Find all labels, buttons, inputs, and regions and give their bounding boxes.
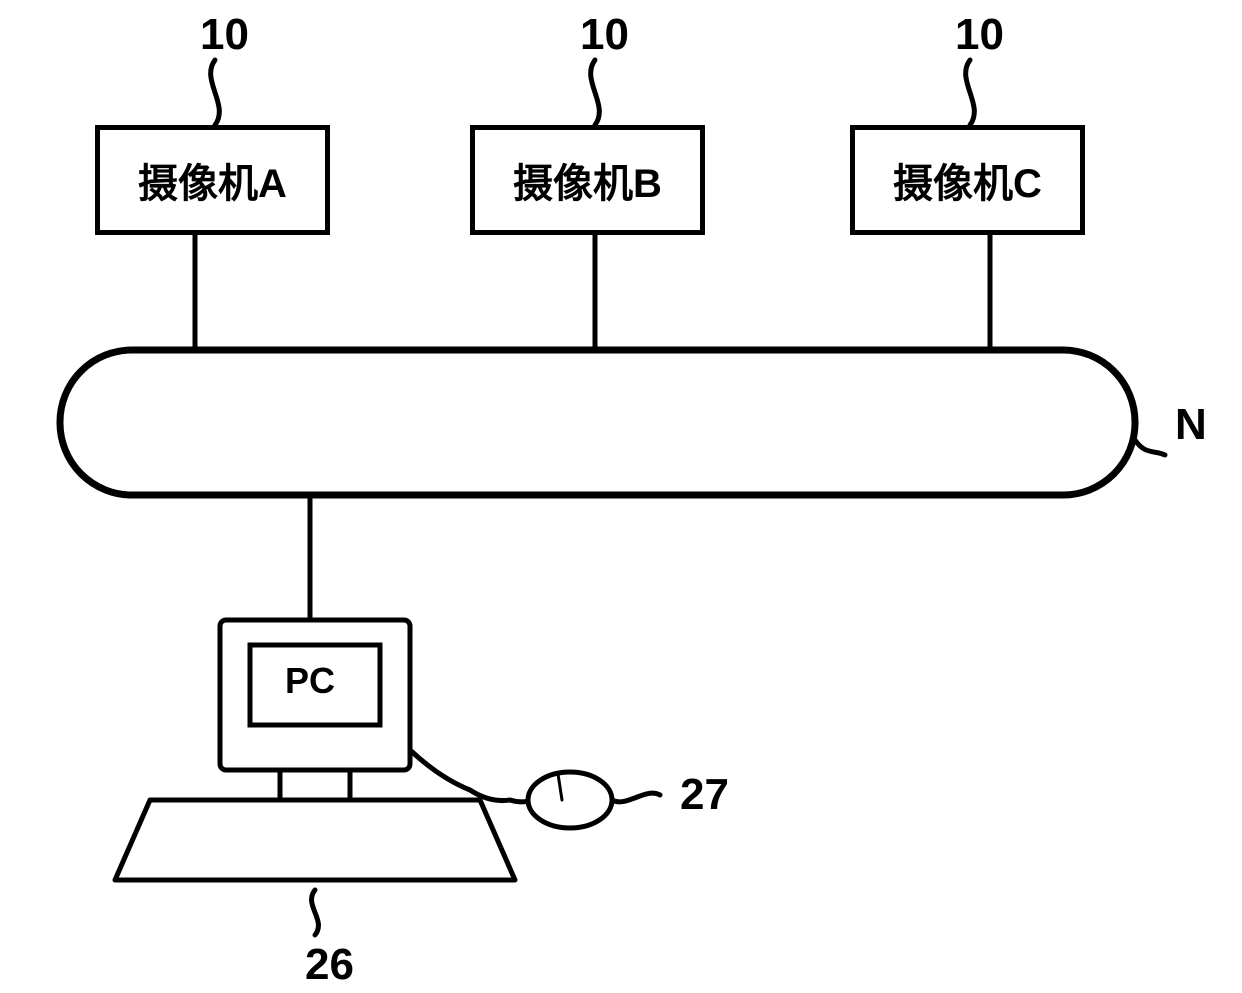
- pc-ref-label: 26: [305, 940, 354, 990]
- camera-ref-1: 10: [580, 10, 629, 60]
- camera-ref-2: 10: [955, 10, 1004, 60]
- camera-box-0: 摄像机A: [95, 125, 330, 235]
- pc-label: PC: [285, 660, 335, 702]
- network-label: N: [1175, 400, 1207, 450]
- camera-box-2: 摄像机C: [850, 125, 1085, 235]
- mouse-ref-label: 27: [680, 770, 729, 820]
- camera-box-1: 摄像机B: [470, 125, 705, 235]
- camera-ref-0: 10: [200, 10, 249, 60]
